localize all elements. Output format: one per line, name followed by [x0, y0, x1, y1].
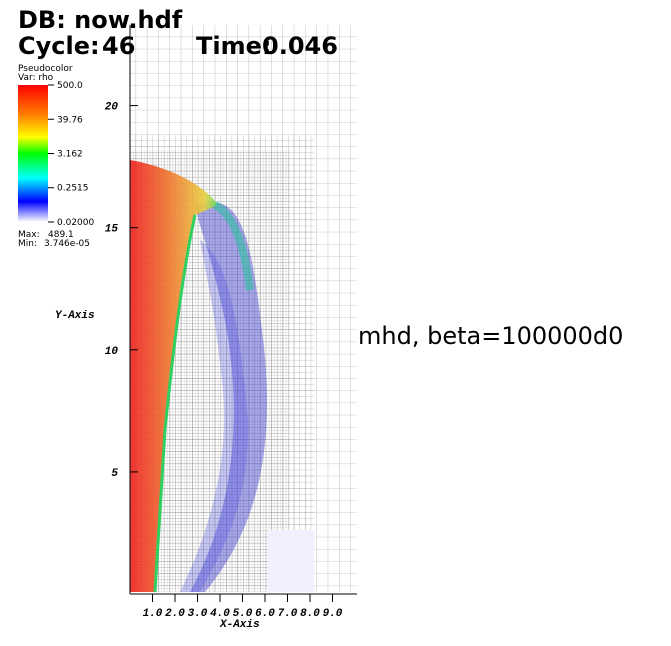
- cycle-label: Cycle:: [18, 32, 100, 60]
- colorbar: [18, 85, 48, 222]
- x-tick-label: 4.0: [210, 608, 230, 620]
- x-tick-label: 8.0: [300, 608, 320, 620]
- x-tick-label: 1.0: [143, 608, 163, 620]
- max-value: 489.1: [48, 230, 74, 240]
- min-value: 3.746e-05: [44, 239, 90, 249]
- colorbar-tick-label: 39.76: [57, 115, 83, 125]
- cycle: 46: [102, 32, 135, 60]
- y-axis-title: Y-Axis: [55, 310, 95, 322]
- db-name: DB: now.hdf: [18, 6, 183, 34]
- x-tick-label: 5.0: [233, 608, 253, 620]
- density-field: [130, 160, 268, 593]
- legend-plot: Pseudocolor: [18, 64, 73, 74]
- annotation: mhd, beta=100000d0: [358, 322, 623, 350]
- colorbar-tick-label: 0.2515: [57, 184, 89, 194]
- time-label: Time:: [196, 32, 271, 60]
- colorbar-tick-label: 3.162: [57, 150, 83, 160]
- axes: [129, 25, 357, 595]
- colorbar-tick-label: 500.0: [57, 81, 83, 91]
- colorbar-tick-label: 0.02000: [57, 218, 94, 228]
- legend-var: Var: rho: [18, 73, 54, 83]
- x-tick-label: 9.0: [323, 608, 343, 620]
- x-tick-label: 7.0: [278, 608, 298, 620]
- time: 0.046: [262, 32, 338, 60]
- max-label: Max:: [18, 230, 40, 240]
- min-label: Min:: [18, 239, 37, 249]
- x-tick-label: 2.0: [165, 608, 185, 620]
- y-tick-label: 15: [105, 224, 119, 236]
- x-tick-label: 6.0: [255, 608, 275, 620]
- x-tick-label: 3.0: [188, 608, 208, 620]
- y-tick-label: 5: [111, 468, 118, 480]
- y-tick-label: 20: [105, 102, 119, 114]
- y-tick-label: 10: [105, 346, 119, 358]
- x-axis-title: X-Axis: [219, 619, 260, 631]
